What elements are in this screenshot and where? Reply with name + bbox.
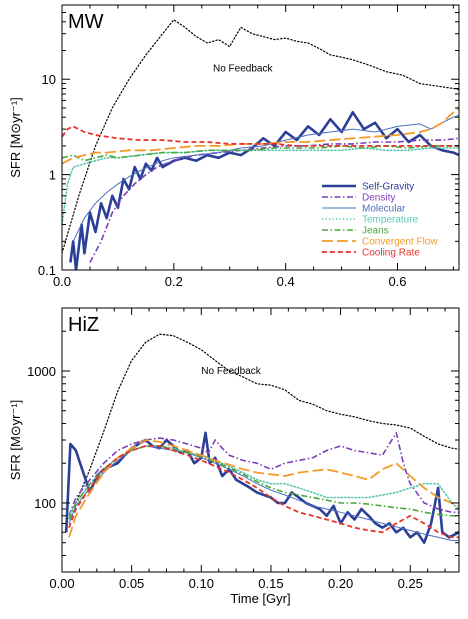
y-tick-label: 0.1 bbox=[38, 263, 56, 278]
y-axis-label: SFR [M⊙yr⁻¹] bbox=[8, 400, 23, 481]
x-tick-label: 0.00 bbox=[49, 576, 74, 591]
legend-label-conv: Convergent Flow bbox=[362, 237, 438, 248]
y-tick-label: 100 bbox=[34, 496, 56, 511]
panel-label: HiZ bbox=[68, 314, 99, 336]
series-line-mol bbox=[68, 445, 459, 541]
y-tick-label: 10 bbox=[42, 72, 56, 87]
x-tick-label: 0.2 bbox=[165, 274, 183, 289]
series-line-cool bbox=[68, 445, 459, 539]
legend-label-den: Density bbox=[362, 193, 395, 204]
legend-label-mol: Molecular bbox=[362, 204, 406, 215]
chart-panel-hiz: 0.00 0.05 0.10 0.15 0.20 0.25 100 1000 HiZ SFR [M… bbox=[8, 307, 460, 606]
panel-label: MW bbox=[68, 11, 104, 33]
x-tick-label: 0.05 bbox=[119, 576, 144, 591]
series-line-nofb bbox=[62, 19, 459, 254]
legend-label-jeans: Jeans bbox=[362, 226, 389, 237]
series-line-temp bbox=[68, 445, 459, 517]
series-line-conv bbox=[68, 439, 459, 538]
series-line-jeans bbox=[62, 145, 459, 162]
plot-frame bbox=[61, 4, 460, 271]
legend-label-cool: Cooling Rate bbox=[362, 248, 420, 259]
x-tick-label: 0.4 bbox=[277, 274, 295, 289]
series-line-den bbox=[68, 432, 459, 517]
series-line-temp bbox=[62, 147, 459, 226]
series-group bbox=[62, 19, 459, 270]
y-tick-label: 1 bbox=[49, 168, 56, 183]
no-feedback-annotation: No Feedback bbox=[213, 64, 273, 75]
x-tick-label: 0.15 bbox=[258, 576, 283, 591]
x-tick-label: 0.20 bbox=[328, 576, 353, 591]
chart-panel-mw: 0.0 0.2 0.4 0.6 0.1 1 10 MW SFR [M⊙yr⁻¹] No Feedb… bbox=[8, 4, 460, 289]
series-line-conv bbox=[62, 107, 459, 165]
no-feedback-annotation: No Feedback bbox=[201, 366, 261, 377]
legend: Self-GravityDensityMolecularTemperatureJ… bbox=[322, 182, 438, 259]
x-tick-label: 0.6 bbox=[388, 274, 406, 289]
series-line-nofb bbox=[75, 333, 459, 504]
x-tick-label: 0.25 bbox=[398, 576, 423, 591]
series-group bbox=[64, 333, 459, 544]
x-tick-label: 0.0 bbox=[53, 274, 71, 289]
x-axis-label: Time [Gyr] bbox=[230, 591, 290, 606]
series-line-jeans bbox=[68, 445, 459, 520]
legend-label-temp: Temperature bbox=[362, 215, 419, 226]
legend-label-sg: Self-Gravity bbox=[362, 182, 414, 193]
y-tick-label: 1000 bbox=[27, 364, 56, 379]
y-axis-label: SFR [M⊙yr⁻¹] bbox=[8, 97, 23, 178]
plot-frame bbox=[61, 307, 460, 573]
x-tick-label: 0.10 bbox=[189, 576, 214, 591]
series-line-mol bbox=[72, 114, 459, 242]
series-line-cool bbox=[62, 125, 459, 147]
